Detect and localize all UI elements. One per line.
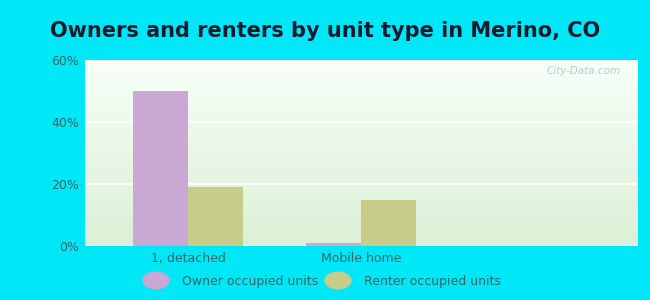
Text: Renter occupied units: Renter occupied units bbox=[364, 275, 501, 289]
Text: Owner occupied units: Owner occupied units bbox=[182, 275, 318, 289]
Text: City-Data.com: City-Data.com bbox=[546, 66, 620, 76]
Bar bbox=[306, 243, 361, 246]
Bar bbox=[188, 187, 243, 246]
Bar bbox=[361, 200, 416, 246]
Bar bbox=[133, 91, 188, 246]
Text: Owners and renters by unit type in Merino, CO: Owners and renters by unit type in Merin… bbox=[50, 21, 600, 41]
